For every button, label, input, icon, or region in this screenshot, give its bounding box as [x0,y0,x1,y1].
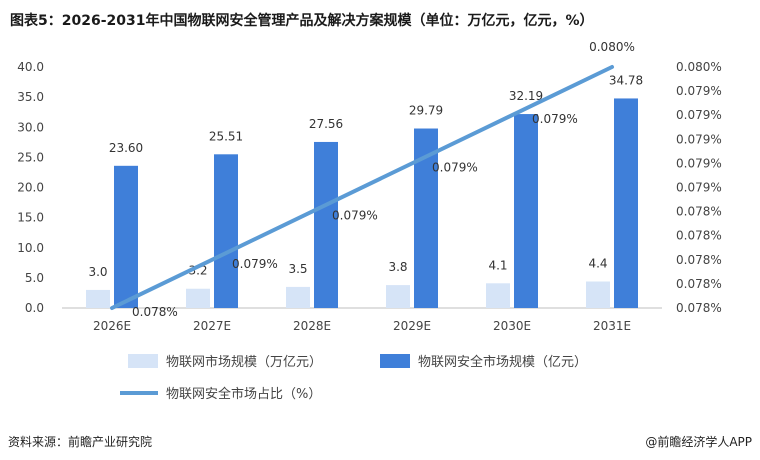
bar-iot-market-label: 3.0 [88,265,107,279]
legend-label-iot-security: 物联网安全市场规模（亿元） [418,354,587,370]
line-iot-security-share [110,65,614,310]
bar-iot-security-label: 23.60 [109,141,143,155]
x-tick-label: 2029E [393,319,431,333]
y-left-tick-label: 40.0 [17,60,44,74]
bar-iot-security [314,141,338,308]
bar-iot-market-label: 3.5 [288,262,307,276]
line-point-label: 0.078% [132,305,178,319]
legend-label-iot-market: 物联网市场规模（万亿元） [166,354,322,370]
bar-iot-market [186,288,210,308]
x-tick-label: 2026E [93,319,131,333]
y-right-tick-label: 0.078% [676,229,722,243]
y-left-tick-label: 25.0 [17,150,44,164]
bar-iot-market [286,286,310,308]
line-point-label: 0.079% [532,112,578,126]
bar-iot-market [586,281,610,308]
y-left-tick-label: 0.0 [25,301,44,315]
bar-iot-security-label: 27.56 [309,117,343,131]
x-tick-label: 2031E [593,319,631,333]
y-left-tick-label: 35.0 [17,90,44,104]
bar-iot-security [214,154,238,308]
bar-iot-security-label: 25.51 [209,129,243,143]
bar-iot-market [86,289,110,308]
bar-iot-security [614,98,638,308]
y-right-tick-label: 0.079% [676,181,722,195]
line-point-label: 0.080% [589,40,635,54]
y-left-tick-label: 5.0 [25,271,44,285]
line-point-label: 0.079% [232,257,278,271]
legend-swatch-iot-market [128,354,158,368]
chart-title: 图表5：2026-2031年中国物联网安全管理产品及解决方案规模（单位：万亿元，… [10,13,594,29]
y-right-tick-label: 0.079% [676,156,722,170]
y-left-tick-label: 30.0 [17,120,44,134]
bar-iot-security-label: 34.78 [609,73,643,87]
y-right-tick-label: 0.079% [676,108,722,122]
line-point-label: 0.079% [432,160,478,174]
bar-iot-security [514,114,538,308]
x-tick-label: 2030E [493,319,531,333]
y-left-tick-label: 20.0 [17,181,44,195]
bar-iot-market [386,285,410,308]
y-right-tick-label: 0.078% [676,205,722,219]
y-right-tick-label: 0.079% [676,132,722,146]
y-right-tick-label: 0.078% [676,277,722,291]
legend-label-iot-share: 物联网安全市场占比（%） [166,386,321,402]
x-tick-label: 2028E [293,319,331,333]
y-right-tick-label: 0.078% [676,301,722,315]
bar-iot-market-label: 3.8 [388,260,407,274]
bar-iot-security-label: 29.79 [409,104,443,118]
bar-iot-market [486,283,510,308]
y-left-tick-label: 15.0 [17,211,44,225]
source-note: 资料来源：前瞻产业研究院 [8,435,153,449]
y-right-tick-label: 0.079% [676,84,722,98]
line-point-label: 0.079% [332,209,378,223]
y-right-tick-label: 0.080% [676,60,722,74]
bar-iot-market-label: 4.1 [488,258,507,272]
x-tick-label: 2027E [193,319,231,333]
y-left-tick-label: 10.0 [17,241,44,255]
bar-iot-security [114,165,138,308]
bar-iot-market-label: 4.4 [588,256,607,270]
y-right-tick-label: 0.078% [676,253,722,267]
legend-swatch-iot-security [380,354,410,368]
bar-iot-security-label: 32.19 [509,89,543,103]
brand-note: @前瞻经济学人APP [645,435,752,449]
